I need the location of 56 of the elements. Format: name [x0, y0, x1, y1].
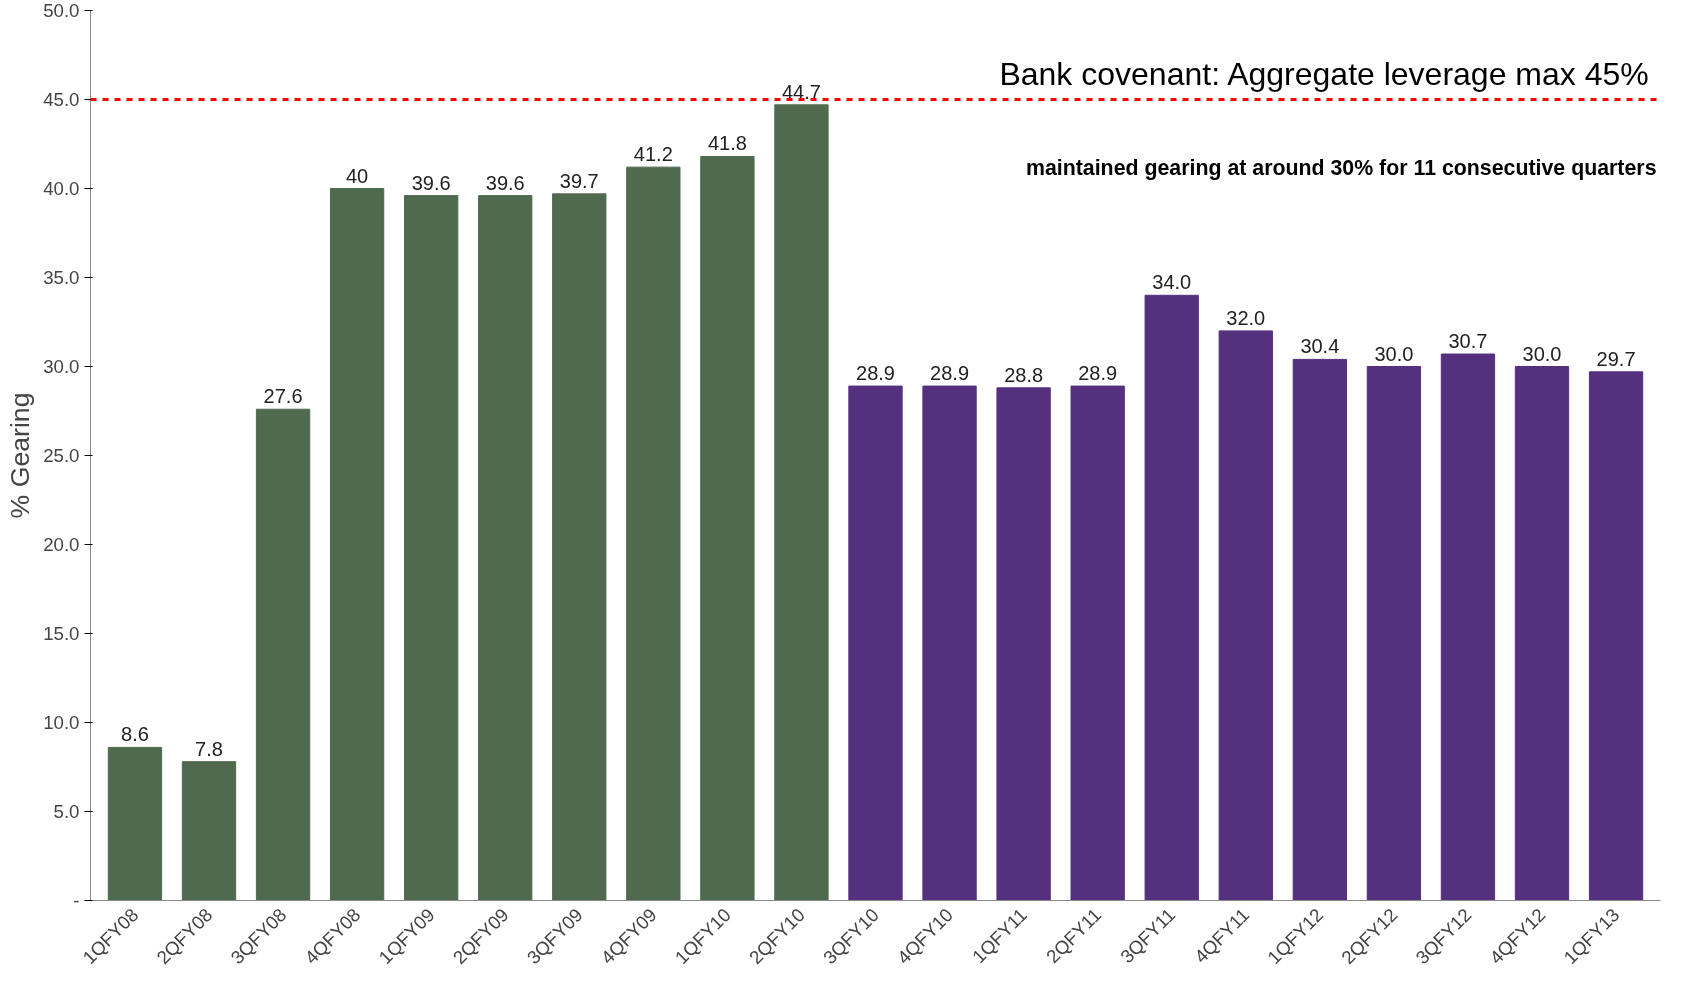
- y-tick-label: 40.0: [43, 178, 80, 199]
- data-label: 28.9: [856, 362, 895, 385]
- data-label: 30.4: [1300, 335, 1340, 358]
- data-label: 41.2: [633, 143, 673, 166]
- data-label: 28.9: [1078, 362, 1118, 385]
- y-tick-label: 45.0: [43, 89, 80, 110]
- bar: [626, 166, 681, 901]
- y-tick-label: 20.0: [43, 534, 80, 555]
- bar: [1292, 358, 1347, 901]
- bar: [552, 193, 607, 901]
- data-label: 30.0: [1522, 342, 1562, 365]
- y-tick-label: 50.0: [43, 0, 80, 21]
- y-tick-label: 35.0: [43, 267, 80, 288]
- data-label: 39.6: [485, 171, 525, 194]
- bar: [1144, 294, 1199, 901]
- bar: [181, 761, 237, 901]
- bar: [922, 385, 977, 901]
- bar: [255, 408, 311, 901]
- bar: [1366, 366, 1422, 901]
- y-tick-label: 15.0: [43, 623, 80, 644]
- bar: [478, 195, 533, 901]
- data-label: 7.8: [195, 737, 223, 760]
- data-label: 40: [345, 164, 369, 187]
- data-label: 27.6: [263, 385, 303, 408]
- data-label: 39.6: [411, 171, 451, 194]
- data-label: 32.0: [1226, 306, 1266, 329]
- data-label: 30.7: [1448, 330, 1488, 353]
- bar: [1588, 371, 1644, 901]
- bar: [848, 385, 903, 901]
- y-axis-title: % Gearing: [5, 392, 36, 519]
- data-label: 29.7: [1596, 347, 1636, 370]
- bar: [996, 387, 1051, 901]
- data-label: 30.0: [1374, 342, 1414, 365]
- y-tick-label: 30.0: [43, 356, 80, 377]
- bar: [1440, 353, 1496, 901]
- data-label: 8.6: [121, 723, 149, 746]
- bar: [107, 746, 163, 901]
- y-tick-label: 25.0: [43, 445, 80, 466]
- bar: [329, 188, 385, 901]
- y-tick-label: -: [73, 890, 80, 911]
- data-label: 39.7: [559, 169, 599, 192]
- data-label: 41.8: [707, 132, 747, 155]
- y-tick-label: 10.0: [43, 712, 80, 733]
- bar: [1070, 385, 1125, 901]
- bar: [700, 155, 755, 901]
- y-tick-label: 5.0: [53, 801, 80, 822]
- data-label: 44.7: [781, 80, 821, 103]
- bar: [774, 104, 829, 901]
- bar: [1514, 366, 1570, 901]
- data-label: 28.8: [1004, 363, 1044, 386]
- ref-line-label: Bank covenant: Aggregate leverage max 45%: [999, 55, 1649, 92]
- annotation: maintained gearing at around 30% for 11 consecutive quarters: [1025, 155, 1657, 180]
- data-label: 28.9: [930, 362, 970, 385]
- data-label: 34.0: [1152, 271, 1192, 294]
- bar: [404, 195, 459, 901]
- bar: [1218, 330, 1273, 901]
